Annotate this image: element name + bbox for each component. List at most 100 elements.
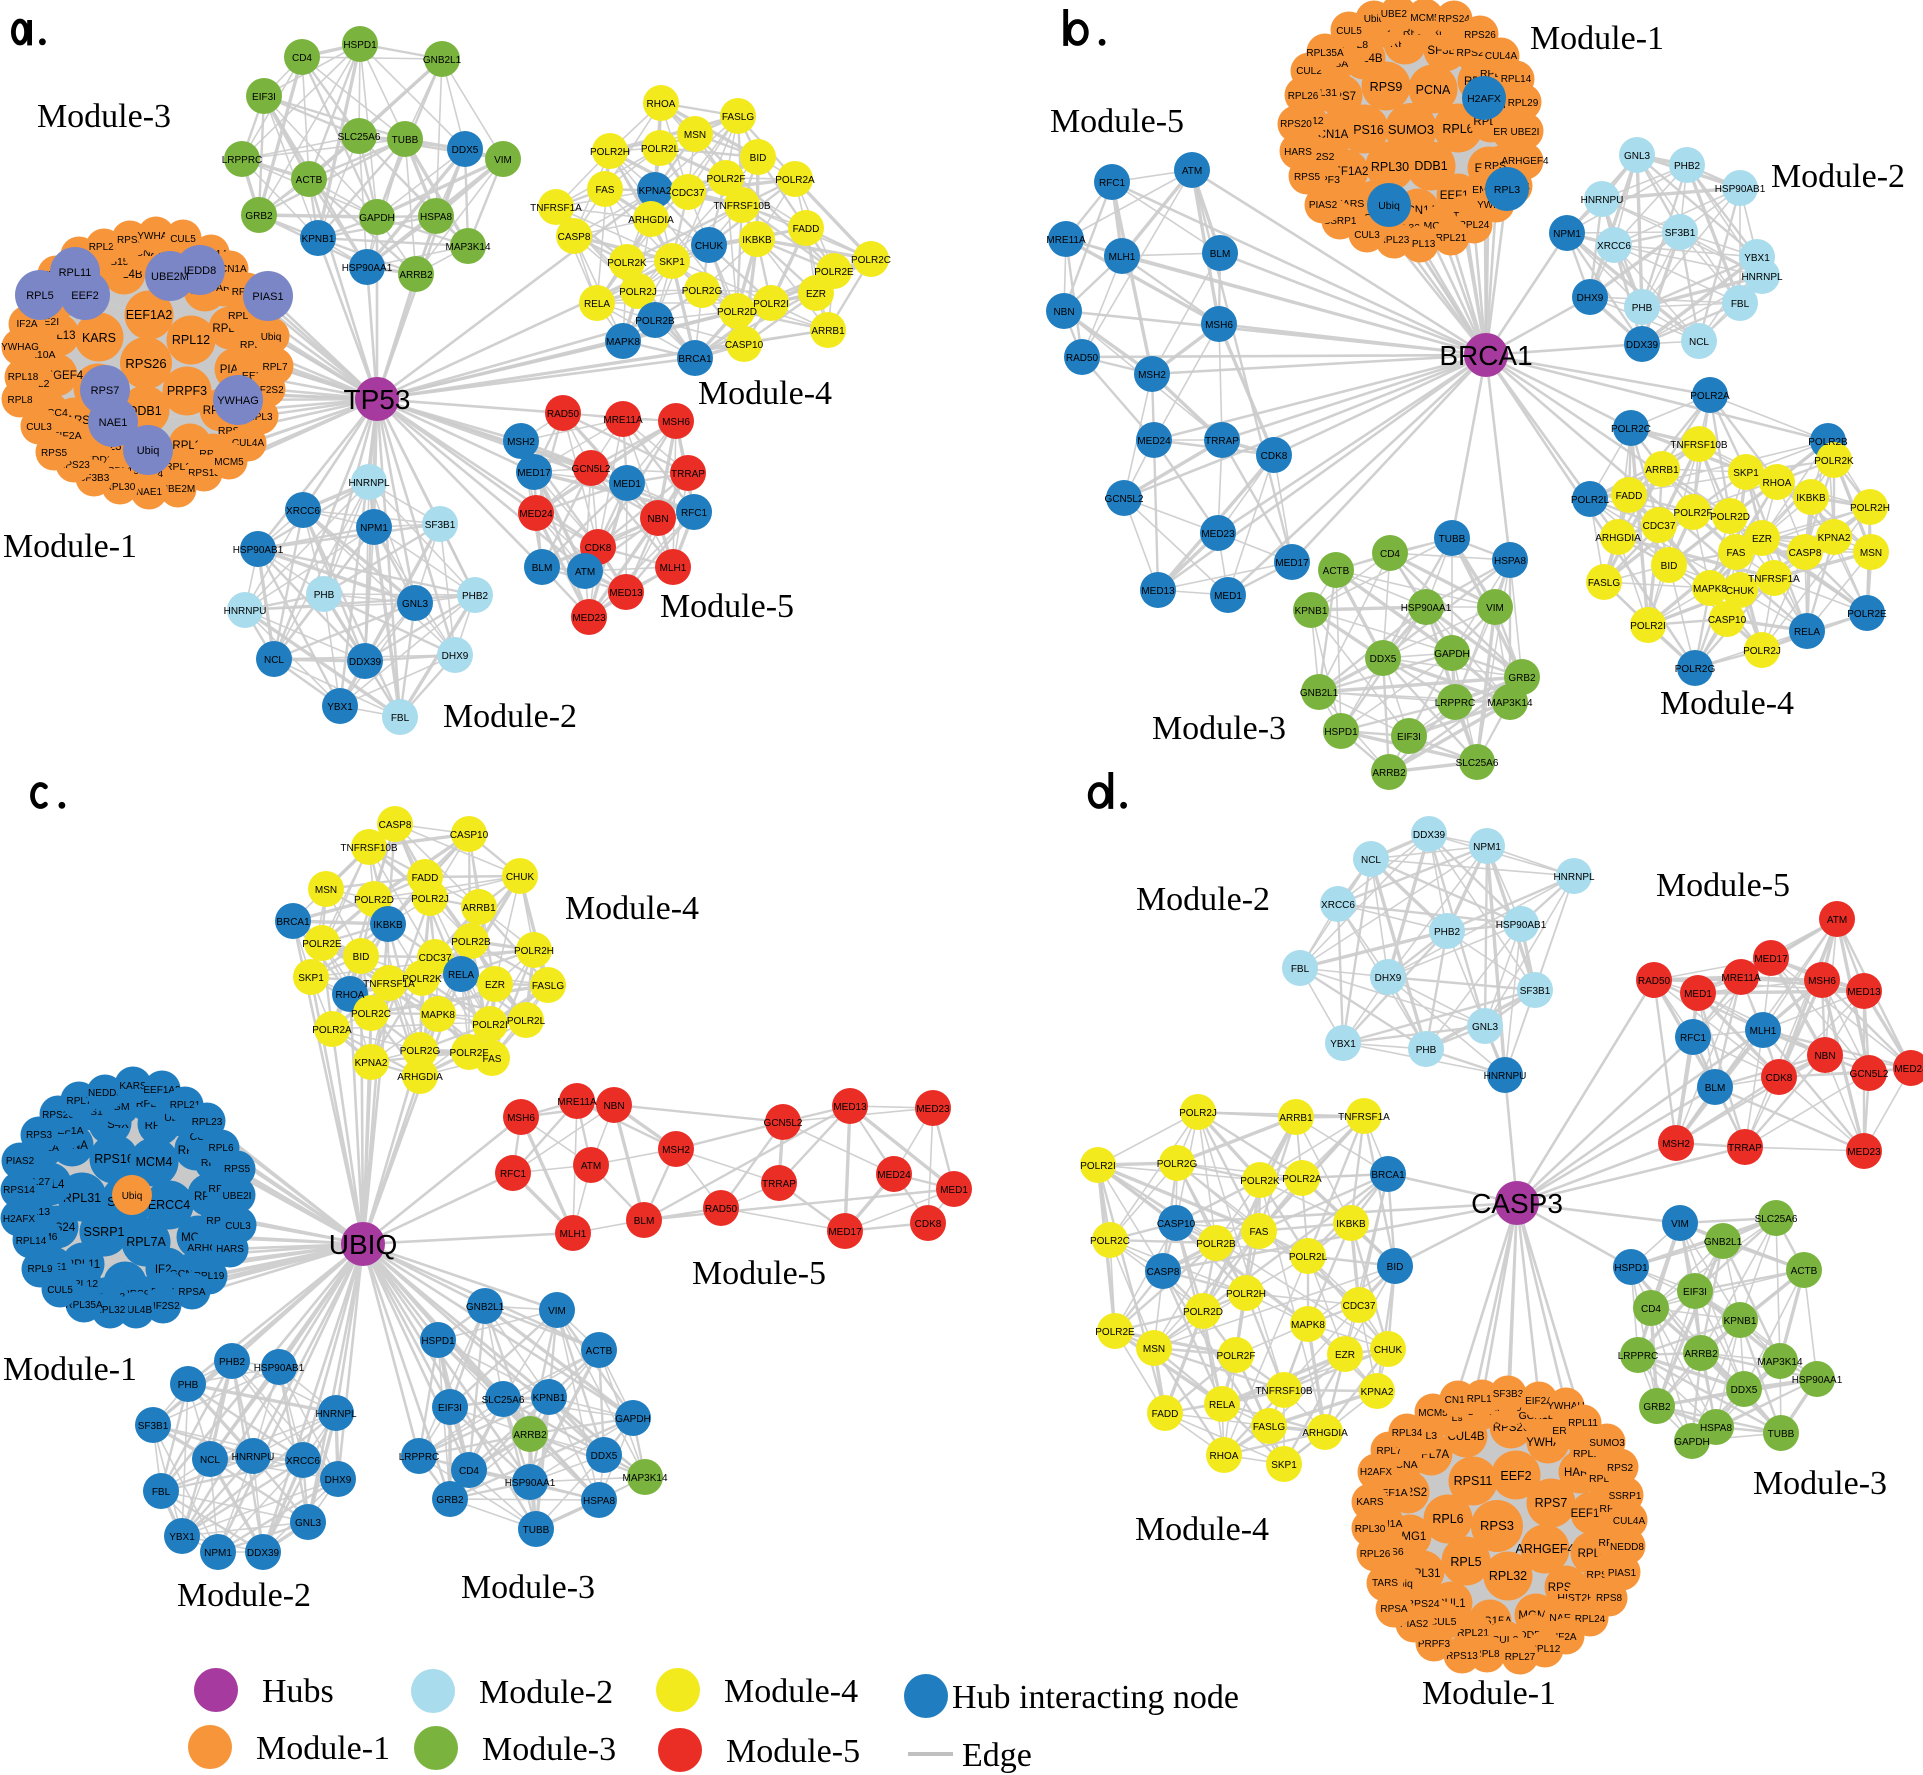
svg-text:YBX1: YBX1 — [169, 1532, 195, 1543]
svg-text:CUL2: CUL2 — [1296, 66, 1322, 77]
svg-text:ARRB2: ARRB2 — [1684, 1349, 1718, 1360]
svg-text:ARRB1: ARRB1 — [1279, 1113, 1313, 1124]
svg-text:RPL7: RPL7 — [66, 1096, 91, 1107]
svg-text:POLR2D: POLR2D — [1183, 1307, 1223, 1318]
svg-text:XRCC6: XRCC6 — [286, 1456, 320, 1467]
svg-text:Ubiq: Ubiq — [261, 332, 282, 343]
svg-text:MED24: MED24 — [519, 509, 553, 520]
svg-text:TUBB: TUBB — [392, 135, 419, 146]
svg-text:RELA: RELA — [1794, 627, 1820, 638]
svg-text:DDX5: DDX5 — [1731, 1385, 1758, 1396]
svg-text:EIF3I: EIF3I — [438, 1403, 462, 1414]
svg-text:RPL30: RPL30 — [105, 482, 136, 493]
svg-text:ARHGDIA: ARHGDIA — [1302, 1428, 1348, 1439]
svg-text:ARRB2: ARRB2 — [513, 1430, 547, 1441]
svg-text:SF3B1: SF3B1 — [138, 1421, 169, 1432]
svg-text:GNB2L1: GNB2L1 — [423, 55, 462, 66]
svg-text:CN1A: CN1A — [1318, 129, 1349, 141]
svg-text:NAE1: NAE1 — [136, 487, 163, 498]
svg-text:CASP8: CASP8 — [1147, 1267, 1180, 1278]
svg-text:GNL3: GNL3 — [402, 599, 429, 610]
svg-text:RPL29: RPL29 — [89, 242, 120, 253]
svg-text:Module-2: Module-2 — [1771, 158, 1905, 195]
svg-text:SKP1: SKP1 — [298, 973, 324, 984]
svg-text:Module-2: Module-2 — [177, 1577, 311, 1614]
svg-text:IKBKB: IKBKB — [373, 920, 403, 931]
svg-text:HSPA8: HSPA8 — [583, 1496, 615, 1507]
svg-text:POLR2B: POLR2B — [635, 316, 675, 327]
svg-text:KARS: KARS — [82, 331, 116, 345]
svg-text:RPS24: RPS24 — [1438, 14, 1470, 25]
svg-text:POLR2A: POLR2A — [775, 175, 815, 186]
svg-text:Module-5: Module-5 — [660, 588, 794, 625]
svg-text:Module-4: Module-4 — [1135, 1511, 1269, 1548]
svg-text:RPL34: RPL34 — [1392, 1428, 1423, 1439]
svg-text:RPS5: RPS5 — [41, 448, 68, 459]
svg-text:CD4: CD4 — [459, 1466, 479, 1477]
svg-text:ATM: ATM — [1827, 915, 1847, 926]
svg-text:MSH6: MSH6 — [507, 1113, 535, 1124]
svg-text:POLR2I: POLR2I — [753, 299, 789, 310]
svg-text:POLR2J: POLR2J — [619, 287, 657, 298]
svg-text:FBL: FBL — [152, 1487, 171, 1498]
svg-text:LRPPRC: LRPPRC — [222, 155, 263, 166]
svg-text:GCN5L2: GCN5L2 — [572, 464, 611, 475]
svg-text:POLR2I: POLR2I — [1080, 1161, 1116, 1172]
svg-text:KPNA2: KPNA2 — [639, 186, 672, 197]
svg-text:GCN5L2: GCN5L2 — [1850, 1069, 1889, 1080]
svg-text:CASP8: CASP8 — [558, 232, 591, 243]
svg-text:Module-1: Module-1 — [3, 1351, 137, 1388]
svg-text:UBE2M: UBE2M — [161, 484, 195, 495]
svg-text:HSPD1: HSPD1 — [1614, 1263, 1648, 1274]
svg-text:KPNB1: KPNB1 — [1724, 1316, 1757, 1327]
svg-text:HNRNPL: HNRNPL — [315, 1409, 357, 1420]
svg-text:HSPA8: HSPA8 — [420, 212, 452, 223]
svg-text:RPS11: RPS11 — [1454, 1474, 1493, 1488]
svg-text:TUBB: TUBB — [1439, 534, 1466, 545]
svg-text:RAD50: RAD50 — [547, 409, 580, 420]
svg-text:POLR2C: POLR2C — [1090, 1236, 1130, 1247]
svg-text:RPS2: RPS2 — [1607, 1463, 1634, 1474]
svg-text:TNFRSF10B: TNFRSF10B — [340, 843, 398, 854]
svg-text:POLR2K: POLR2K — [1240, 1176, 1280, 1187]
svg-text:IF2A: IF2A — [1555, 1632, 1576, 1643]
svg-text:HNRNPU: HNRNPU — [1581, 195, 1624, 206]
svg-text:SSRP1: SSRP1 — [1324, 216, 1357, 227]
svg-text:ERCC4: ERCC4 — [148, 1198, 190, 1212]
svg-text:RPL32: RPL32 — [95, 1305, 126, 1316]
svg-text:KARS: KARS — [1356, 1497, 1384, 1508]
svg-text:IF2A: IF2A — [16, 319, 37, 330]
svg-text:MAP3K14: MAP3K14 — [1757, 1357, 1802, 1368]
svg-text:MRE11A: MRE11A — [1046, 235, 1086, 246]
svg-text:MAPK8: MAPK8 — [606, 337, 640, 348]
svg-text:ARHGDIA: ARHGDIA — [1595, 533, 1641, 544]
svg-text:SLC25A6: SLC25A6 — [1755, 1214, 1798, 1225]
svg-text:GNL3: GNL3 — [1472, 1022, 1499, 1033]
svg-text:RELA: RELA — [584, 299, 610, 310]
svg-text:NPM1: NPM1 — [204, 1548, 232, 1559]
svg-text:POLR2L: POLR2L — [1571, 495, 1610, 506]
svg-text:HSP90AB1: HSP90AB1 — [233, 545, 284, 556]
svg-text:NBN: NBN — [1053, 307, 1074, 318]
svg-text:PIAS1: PIAS1 — [1608, 1568, 1637, 1579]
svg-text:RPS7: RPS7 — [1535, 1496, 1568, 1510]
svg-text:POLR2K: POLR2K — [607, 258, 647, 269]
svg-text:H2AFX: H2AFX — [1360, 1467, 1393, 1478]
svg-text:PIAS2: PIAS2 — [1309, 200, 1338, 211]
svg-text:PIAS2: PIAS2 — [1400, 1619, 1429, 1630]
svg-text:CASP10: CASP10 — [725, 340, 764, 351]
svg-text:MSN: MSN — [1143, 1344, 1165, 1355]
svg-text:YBX1: YBX1 — [327, 702, 353, 713]
svg-text:Module-4: Module-4 — [1660, 685, 1794, 722]
svg-text:GRB2: GRB2 — [1643, 1402, 1671, 1413]
svg-text:MAP3K14: MAP3K14 — [1487, 698, 1532, 709]
svg-text:RPL6: RPL6 — [1432, 1512, 1463, 1526]
svg-text:PHB: PHB — [178, 1380, 199, 1391]
svg-text:RPS13: RPS13 — [188, 468, 220, 479]
svg-text:Ubiq: Ubiq — [1364, 14, 1385, 25]
svg-text:HSPD1: HSPD1 — [1324, 727, 1358, 738]
svg-text:ARHGDIA: ARHGDIA — [397, 1072, 443, 1083]
svg-text:PCNA: PCNA — [1416, 83, 1451, 97]
svg-text:MED1: MED1 — [1684, 989, 1712, 1000]
svg-text:POLR2E: POLR2E — [814, 267, 854, 278]
